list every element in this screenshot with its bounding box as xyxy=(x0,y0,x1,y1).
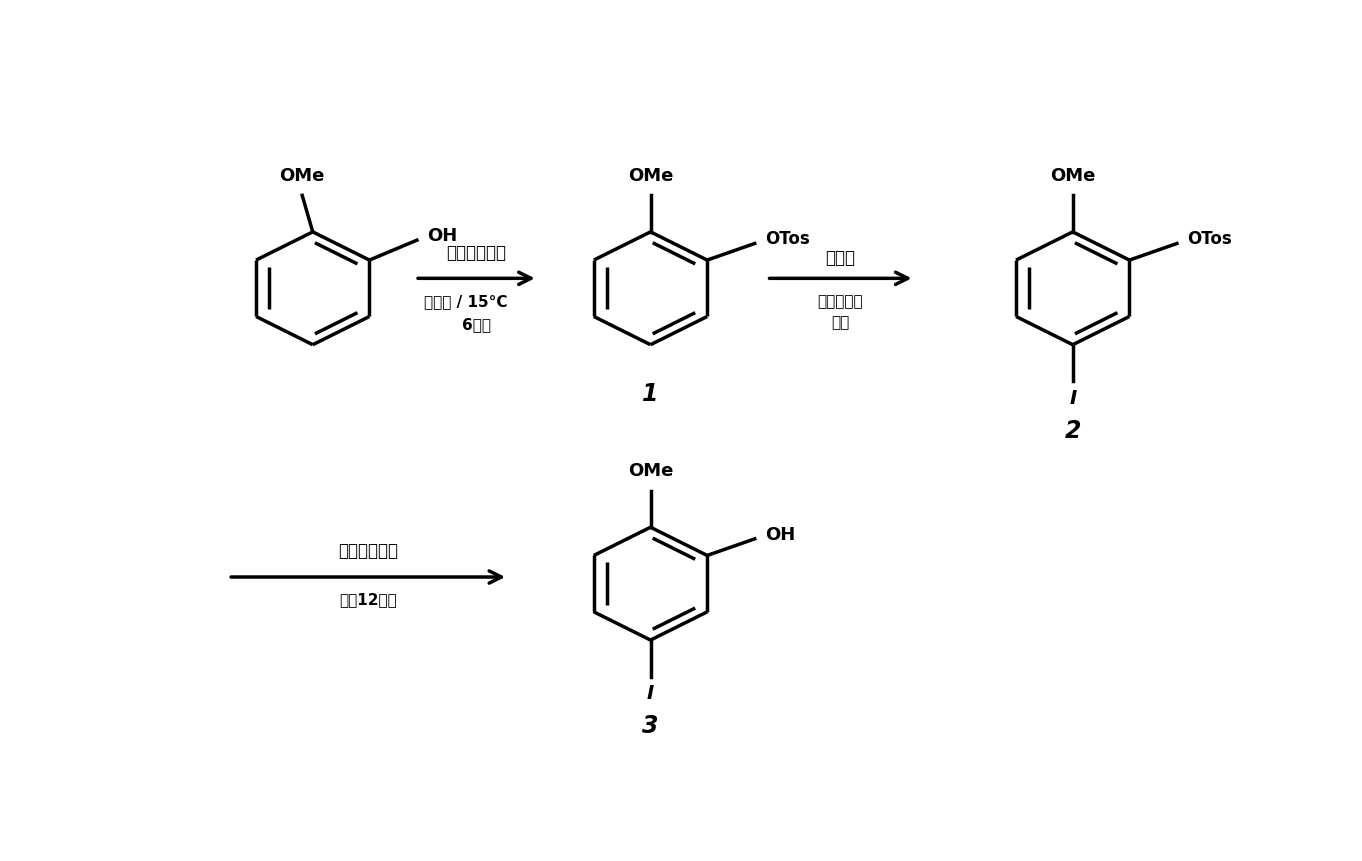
Text: 对甲苯磺酸氯: 对甲苯磺酸氯 xyxy=(447,244,507,262)
Text: 回全12小时: 回全12小时 xyxy=(339,592,398,607)
Text: OMe: OMe xyxy=(279,167,326,185)
Text: OH: OH xyxy=(428,226,458,245)
Text: OTos: OTos xyxy=(1188,230,1233,248)
Text: OMe: OMe xyxy=(628,461,673,480)
Text: I: I xyxy=(647,684,654,703)
Text: 氯化碘: 氯化碘 xyxy=(825,249,855,267)
Text: OMe: OMe xyxy=(628,167,673,185)
Text: 2: 2 xyxy=(1065,418,1081,443)
Text: 醒酸: 醒酸 xyxy=(831,314,850,330)
Text: OTos: OTos xyxy=(765,230,810,248)
Text: 6小时: 6小时 xyxy=(462,317,490,331)
Text: OH: OH xyxy=(765,525,795,543)
Text: 无水氯化锤: 无水氯化锤 xyxy=(817,294,864,308)
Text: 氢氧化鍶溶液: 氢氧化鍶溶液 xyxy=(338,542,398,560)
Text: 3: 3 xyxy=(643,713,659,737)
Text: 三乙胺 / 15°C: 三乙胺 / 15°C xyxy=(424,294,508,308)
Text: 1: 1 xyxy=(643,381,659,406)
Text: I: I xyxy=(1069,388,1076,407)
Text: OMe: OMe xyxy=(1050,167,1095,185)
